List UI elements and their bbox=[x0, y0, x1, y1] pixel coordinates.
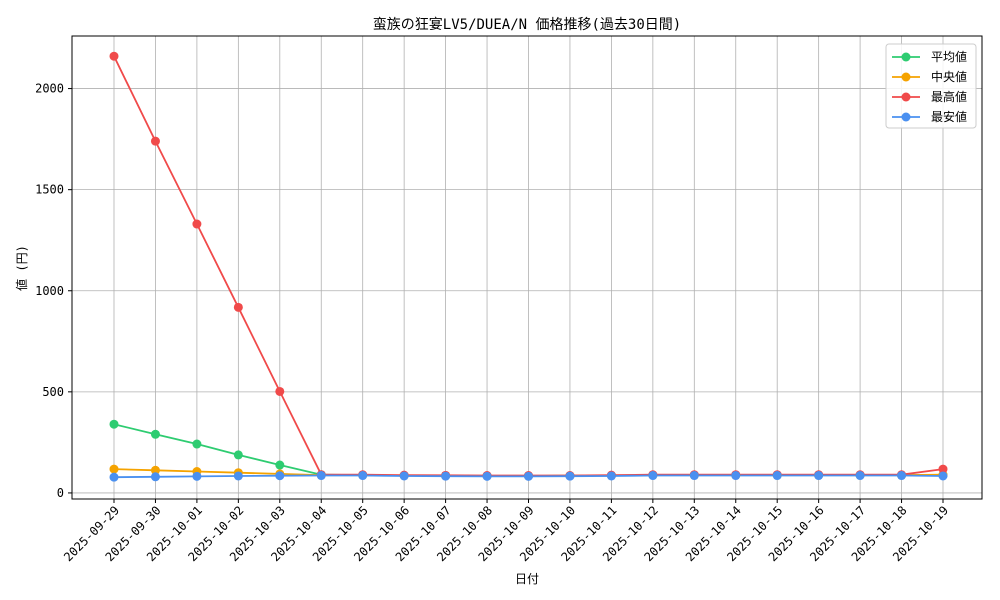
data-point bbox=[938, 464, 948, 474]
data-point bbox=[275, 386, 285, 396]
plot-frame bbox=[71, 35, 983, 500]
data-point bbox=[606, 471, 616, 481]
data-point bbox=[897, 471, 907, 481]
data-point bbox=[938, 471, 948, 481]
legend-label: 平均値 bbox=[931, 49, 967, 64]
grid-lines bbox=[72, 36, 982, 499]
data-point bbox=[150, 472, 160, 482]
data-point bbox=[772, 471, 782, 481]
y-tick-label: 0 bbox=[57, 486, 64, 500]
y-tick-label: 2000 bbox=[35, 82, 64, 96]
data-point bbox=[689, 471, 699, 481]
data-point bbox=[109, 419, 119, 429]
data-point bbox=[150, 465, 160, 475]
data-point bbox=[150, 429, 160, 439]
data-point bbox=[441, 471, 451, 481]
data-point bbox=[731, 471, 741, 481]
legend-swatch-marker bbox=[901, 52, 911, 62]
data-point bbox=[109, 472, 119, 482]
data-point bbox=[233, 302, 243, 312]
data-point bbox=[275, 471, 285, 481]
legend-swatch-marker bbox=[901, 92, 911, 102]
data-point bbox=[109, 464, 119, 474]
data-point bbox=[233, 471, 243, 481]
data-point bbox=[524, 471, 533, 481]
data-point bbox=[358, 471, 368, 481]
data-point bbox=[855, 471, 865, 481]
y-tick-label: 1000 bbox=[35, 284, 64, 298]
data-point bbox=[482, 471, 492, 481]
data-point bbox=[192, 471, 202, 481]
data-point bbox=[192, 219, 202, 229]
data-point bbox=[814, 471, 824, 481]
legend-swatch-marker bbox=[901, 72, 911, 82]
data-point bbox=[150, 136, 160, 146]
data-point bbox=[399, 471, 409, 481]
legend-label: 最高値 bbox=[931, 89, 967, 104]
legend-label: 中央値 bbox=[931, 69, 967, 84]
data-point bbox=[565, 471, 575, 481]
data-point bbox=[316, 471, 326, 481]
data-point bbox=[648, 471, 658, 481]
data-point bbox=[192, 439, 202, 449]
x-axis-label: 日付 bbox=[515, 572, 539, 586]
x-axis-ticks: 2025-09-292025-09-302025-10-012025-10-02… bbox=[61, 499, 951, 564]
y-axis-label: 値 (円) bbox=[14, 245, 29, 291]
y-tick-label: 1500 bbox=[35, 183, 64, 197]
legend-label: 最安値 bbox=[931, 109, 967, 124]
legend-box bbox=[885, 43, 977, 129]
data-point bbox=[109, 51, 119, 61]
legend-swatch-marker bbox=[901, 112, 911, 122]
data-point bbox=[233, 450, 243, 460]
chart-title: 蛮族の狂宴LV5/DUEA/N 価格推移(過去30日間) bbox=[373, 16, 681, 33]
y-axis-ticks: 0 500 1000 1500 2000 bbox=[35, 82, 72, 500]
y-tick-label: 500 bbox=[42, 385, 64, 399]
data-point bbox=[275, 460, 285, 470]
data-points bbox=[109, 51, 948, 482]
